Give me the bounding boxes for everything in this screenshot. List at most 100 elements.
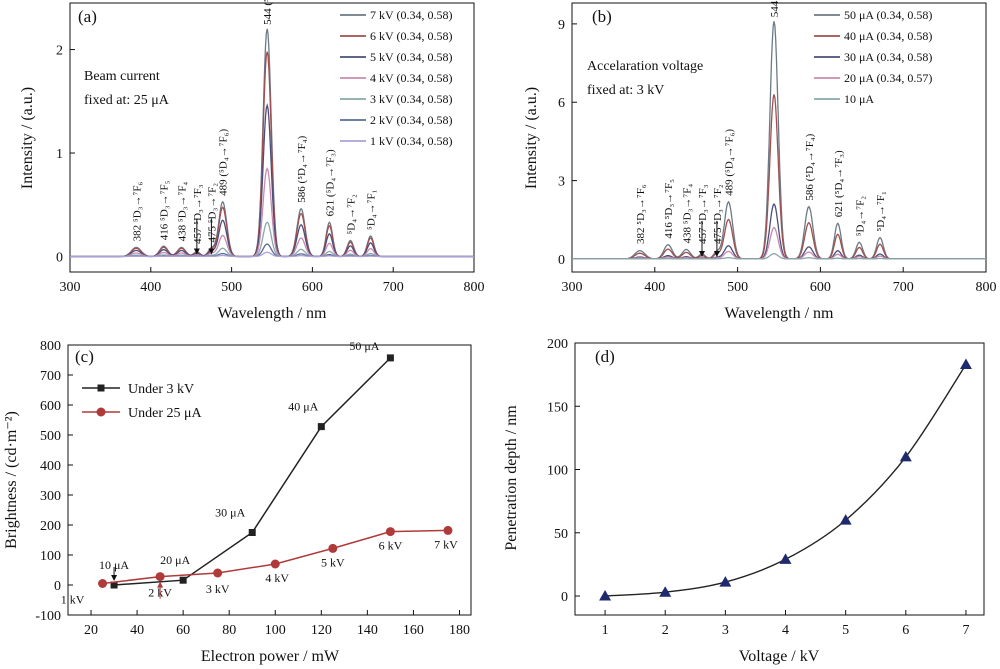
- panel-a-arrowhead-0: [193, 248, 200, 255]
- panel-a-xtick-label-3: 600: [302, 280, 323, 295]
- panel-b-legend-label-3: 20 μA (0.34, 0.57): [844, 71, 932, 85]
- panel-d-marker-3: [779, 553, 792, 564]
- panel-d-ylabel: Penetration depth / nm: [503, 405, 520, 551]
- panel-b-peak-label-2: 438 ⁵D₃→⁷F₄: [681, 184, 693, 244]
- panel-c-marker-0-3: [317, 423, 325, 431]
- panel-c-xtick-label-6: 140: [357, 623, 378, 638]
- panel-c: 20 40 60 80 100 120 140 160 180 -100 0 100 200 300 400…: [3, 339, 472, 665]
- panel-a-legend-label-4: 3 kV (0.34, 0.58): [370, 92, 452, 106]
- panel-b-xtick-label-5: 800: [976, 280, 997, 295]
- panel-d-marker-4: [839, 514, 852, 525]
- panel-b-label: (b): [592, 7, 612, 26]
- panel-d-xlabel: Voltage / kV: [739, 648, 820, 665]
- panel-a-series-6: [70, 251, 474, 258]
- panel-c-point-label-1-3: 4 kV: [265, 571, 289, 585]
- panel-d-ytick-label-0: 0: [561, 590, 568, 605]
- panel-b-legend-label-0: 50 μA (0.34, 0.58): [844, 8, 932, 22]
- panel-c-legend-label-0: Under 3 kV: [128, 382, 194, 397]
- panel-a-ytick-label-2: 2: [56, 44, 63, 59]
- panel-d-xtick-label-1: 2: [662, 623, 669, 638]
- panel-a-note-line2: fixed at: 25 μA: [84, 93, 170, 108]
- panel-b-ytick-label-1: 3: [558, 175, 565, 190]
- panel-c-arrowhead-0: [111, 575, 118, 581]
- panel-b-frame: [571, 2, 987, 273]
- panel-b-xlabel: Wavelength / nm: [725, 305, 834, 322]
- panel-c-xtick-label-1: 40: [130, 623, 144, 638]
- panel-a-legend-label-5: 2 kV (0.34, 0.58): [370, 113, 452, 127]
- panel-d-marker-1: [659, 586, 672, 597]
- panel-c-ytick-label-2: 100: [40, 549, 61, 564]
- panel-d-marker-5: [899, 450, 912, 462]
- panel-c-xtick-label-0: 20: [84, 623, 98, 638]
- panel-a-xtick-label-0: 300: [60, 280, 81, 295]
- panel-c-label: (c): [75, 347, 94, 366]
- panel-b-peak-label-9: ⁵D₄→⁷F₂: [854, 196, 866, 237]
- panel-a-peak-label-8: 621 (⁵D₄→⁷F₃): [324, 149, 336, 216]
- panel-b-peak-label-6: 544 (⁵D₄→⁷F₅): [769, 0, 781, 17]
- panel-b-peak-label-5: 489 (⁵D₄→⁷F₆): [723, 129, 735, 196]
- panel-c-ytick-label-7: 600: [40, 399, 61, 414]
- panel-b-note-line2: fixed at: 3 kV: [587, 83, 664, 98]
- panel-a-ytick-label-1: 1: [56, 147, 63, 162]
- panel-a-note-line1: Beam current: [84, 69, 160, 84]
- panel-b-arrowhead-1: [713, 250, 720, 257]
- panel-c-legend-marker-1: [96, 407, 106, 417]
- panel-a-peak-label-2: 438 ⁵D₃→⁷F₄: [177, 182, 189, 242]
- panel-c-point-label-1-2: 3 kV: [206, 582, 230, 596]
- panel-b-series-4: [572, 253, 986, 260]
- panel-c-marker-1-6: [443, 525, 453, 535]
- panel-a-peak-label-1: 416 ⁵D₃→⁷F₅: [159, 180, 171, 240]
- panel-b-legend-label-4: 10 μA: [844, 92, 874, 106]
- panel-c-marker-1-1: [155, 572, 165, 582]
- panel-a-peak-label-7: 586 (⁵D₄→⁷F₄): [296, 135, 308, 202]
- panel-b-peak-label-10: ⁵D₄→⁷F₁: [875, 191, 887, 232]
- panel-d-xtick-label-6: 7: [962, 623, 969, 638]
- panel-c-xtick-label-7: 160: [403, 623, 424, 638]
- panel-c-point-label-1-5: 6 kV: [379, 539, 403, 553]
- panel-a-legend-label-3: 4 kV (0.34, 0.58): [370, 71, 452, 85]
- panel-b-xtick-label-1: 400: [644, 280, 665, 295]
- panel-c-marker-1-2: [213, 568, 223, 578]
- panel-a-xtick-label-5: 800: [464, 280, 485, 295]
- panel-c-ytick-label-9: 800: [40, 339, 61, 354]
- panel-d-ytick-label-3: 150: [547, 400, 568, 415]
- panel-a-xtick-label-2: 500: [221, 280, 242, 295]
- panel-d-marker-0: [599, 590, 612, 601]
- panel-d-xtick-label-3: 4: [782, 623, 789, 638]
- panel-b-peak-label-3: 457 ⁵D₃→⁷F₃: [697, 184, 709, 244]
- panel-d: 1 2 3 4 5 6 7 0 50 100 150 200 (d) Voltage / kV Pen…: [503, 337, 985, 665]
- panel-c-point-label-1-4: 5 kV: [321, 555, 345, 569]
- panel-c-xlabel: Electron power / mW: [201, 648, 340, 665]
- panel-d-ytick-label-4: 200: [547, 337, 568, 352]
- panel-a-legend-label-2: 5 kV (0.34, 0.58): [370, 50, 452, 64]
- panel-a-peak-label-4: 475 ⁵D₃→⁷F₂: [206, 183, 218, 243]
- panel-c-marker-0-2: [248, 529, 256, 536]
- panel-c-point-label-0-0: 10 μA: [99, 558, 129, 572]
- panel-a-peak-label-10: ⁵D₄→⁷F₁: [366, 189, 378, 230]
- panel-b-peak-label-4: 475 ⁵D₃→⁷F₂: [712, 184, 724, 244]
- panel-c-point-label-1-6: 7 kV: [434, 537, 458, 551]
- panel-d-marker-6: [959, 358, 972, 370]
- panel-b-ylabel: Intensity / (a.u.): [523, 87, 540, 189]
- panel-c-xtick-label-4: 100: [265, 623, 286, 638]
- panel-c-point-label-1-0: 1 kV: [61, 593, 85, 607]
- panel-c-ytick-label-8: 700: [40, 369, 61, 384]
- panel-b-peak-label-7: 586 (⁵D₄→⁷F₄): [804, 133, 816, 200]
- panel-b-legend-label-2: 30 μA (0.34, 0.58): [844, 50, 932, 64]
- panel-c-marker-0-0: [110, 581, 118, 589]
- panel-c-ytick-label-5: 400: [40, 459, 61, 474]
- panel-b-legend-label-1: 40 μA (0.34, 0.58): [844, 29, 932, 43]
- panel-a: 300 400 500 600 700 800 0 1 2 7 kV (0.34, 0.58) 6 …: [19, 0, 485, 322]
- panel-c-ytick-label-1: 0: [54, 579, 61, 594]
- panel-d-frame: [574, 342, 985, 616]
- panel-b-note-line1: Accelaration voltage: [587, 59, 703, 74]
- panel-b-peak-label-0: 382 ⁵D₃→⁷F₆: [635, 184, 647, 244]
- panel-c-xtick-label-2: 60: [176, 623, 190, 638]
- panel-d-ytick-label-1: 50: [554, 527, 568, 542]
- panel-c-legend-label-1: Under 25 μA: [128, 406, 202, 421]
- panel-b: 300 400 500 600 700 800 0 3 6 9 50 μA (0.34, 0.58)…: [523, 0, 997, 322]
- panel-c-marker-1-4: [328, 543, 338, 553]
- panel-c-point-label-0-2: 30 μA: [215, 506, 245, 520]
- panel-c-ytick-label-0: -100: [35, 609, 61, 624]
